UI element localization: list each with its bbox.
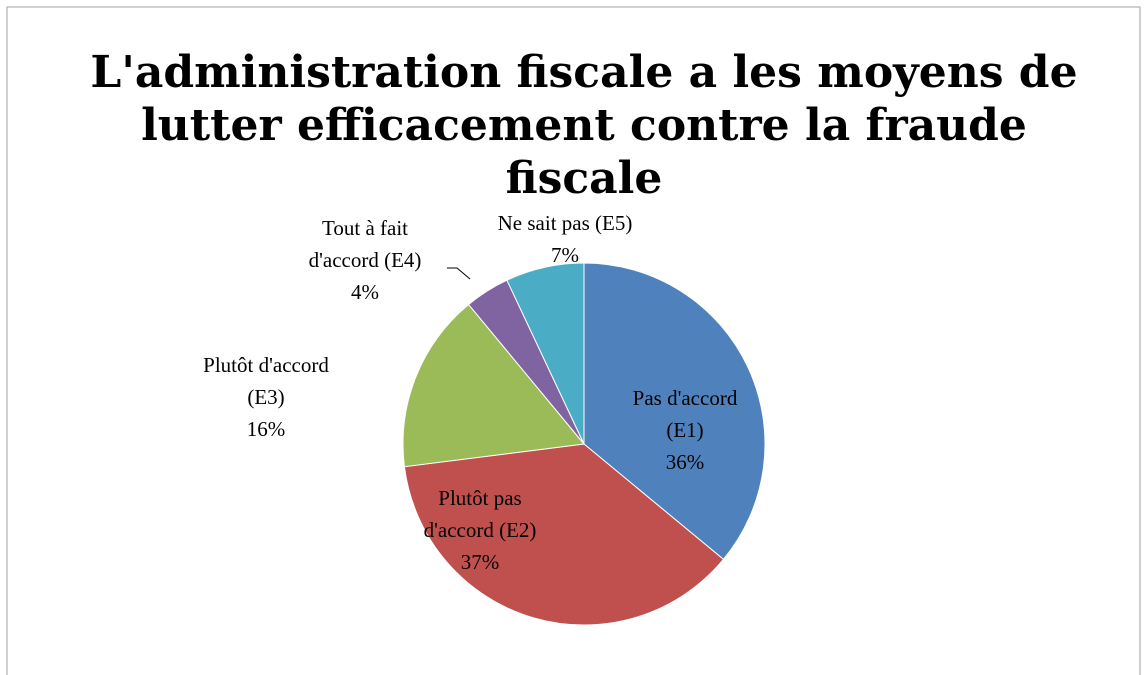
pie-slice	[402, 303, 585, 468]
chart-title: L'administration fiscale a les moyens de…	[90, 47, 1077, 204]
value-label: 37%	[461, 550, 500, 574]
slice-label: Ne sait pas (E5)	[498, 211, 633, 235]
slice-label: Tout à fait d'accord (E4)	[309, 216, 422, 272]
pie-slice	[403, 443, 725, 626]
slice-label: Plutôt d'accord (E3)	[203, 353, 329, 409]
pie-slice	[583, 262, 766, 561]
slice-label: Pas d'accord (E1)	[633, 386, 738, 442]
slice-label: Plutôt pas d'accord (E2)	[424, 486, 537, 542]
leader-line	[447, 267, 471, 280]
pie-slice	[506, 262, 585, 445]
value-label: 36%	[666, 450, 705, 474]
value-label: 4%	[351, 280, 379, 304]
value-label: 7%	[551, 243, 579, 267]
chart-border	[6, 6, 1141, 675]
value-label: 16%	[247, 417, 286, 441]
